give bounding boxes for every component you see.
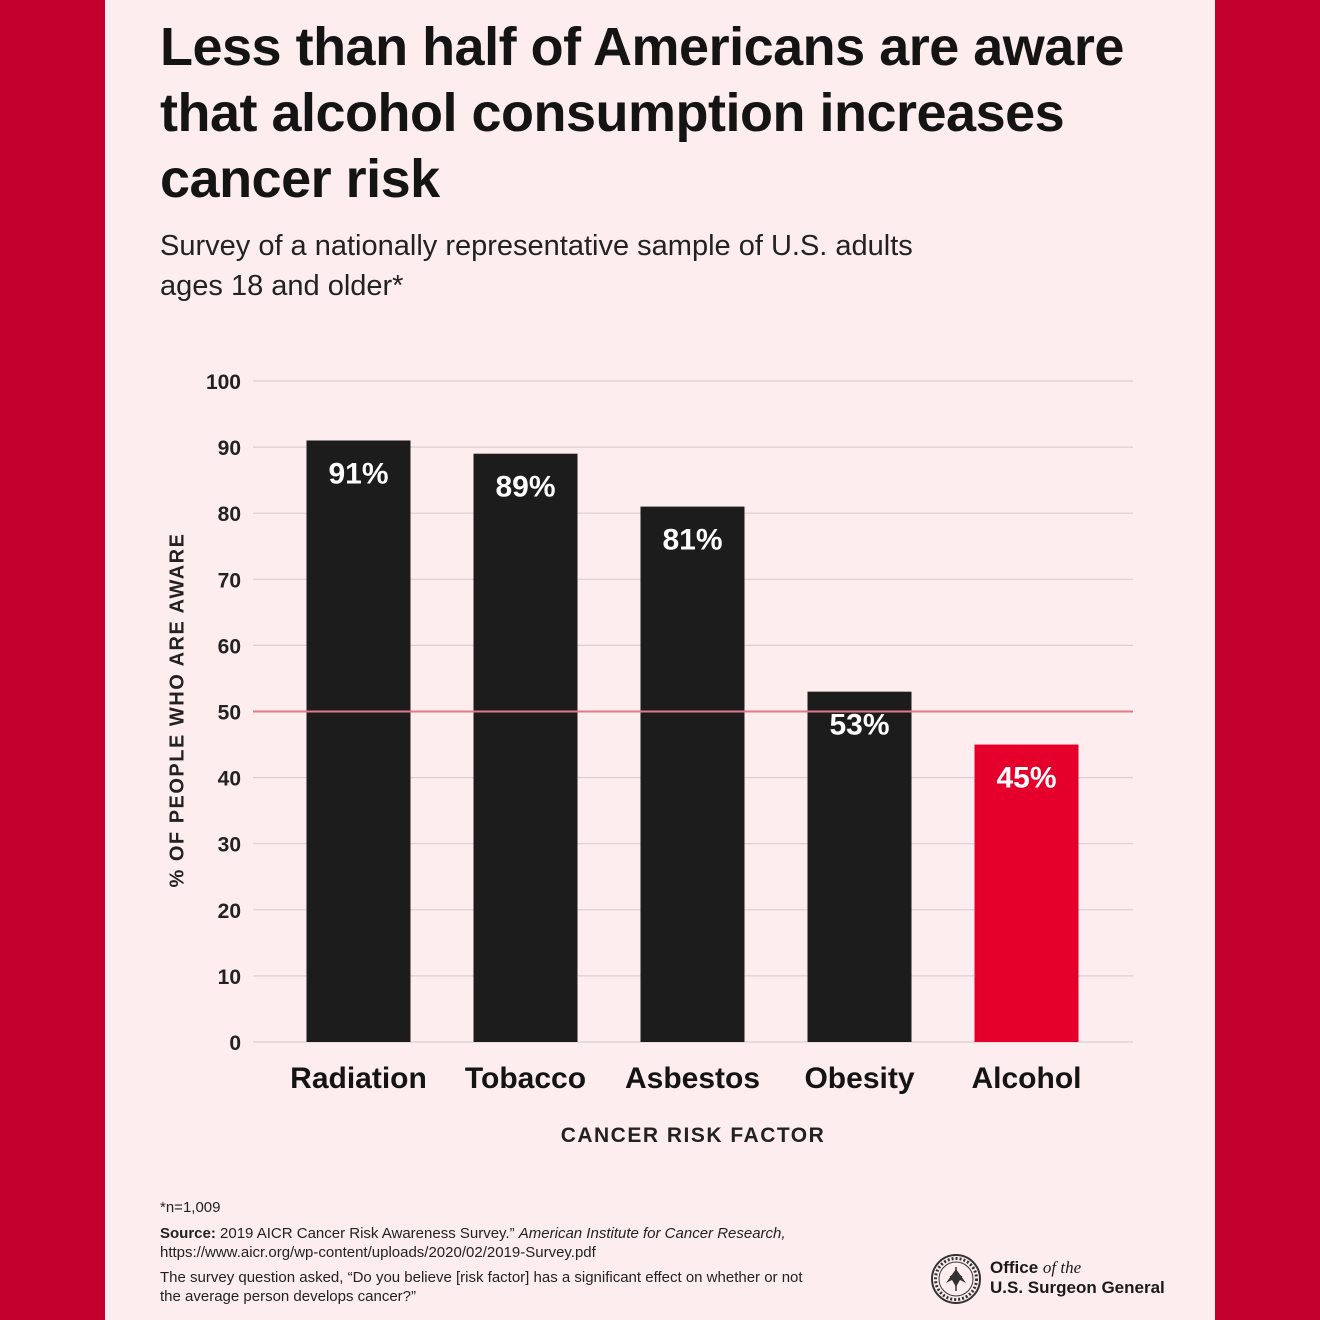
bar-value-label: 81% [662,524,722,557]
bar-obesity [807,691,912,1042]
category-label: Obesity [804,1062,914,1095]
category-label: Tobacco [465,1062,586,1095]
surgeon-general-seal-icon [931,1254,981,1304]
survey-question: The survey question asked, “Do you belie… [160,1269,803,1305]
y-tick-label: 50 [218,702,241,725]
y-tick-label: 10 [218,966,241,989]
source-text: 2019 AICR Cancer Risk Awareness Survey.” [215,1225,519,1242]
y-axis-label: % OF PEOPLE WHO ARE AWARE [166,532,189,888]
y-tick-label: 70 [218,569,241,592]
y-tick-label: 30 [218,834,241,857]
office-wordmark: Office of the U.S. Surgeon General [990,1258,1165,1298]
bar-tobacco [473,453,578,1043]
y-tick-label: 20 [218,900,241,923]
category-label: Alcohol [972,1062,1082,1095]
bar-radiation [306,440,411,1042]
bar-alcohol [974,744,1079,1042]
y-tick-label: 60 [218,635,241,658]
source-citation: Source: 2019 AICR Cancer Risk Awareness … [160,1224,820,1262]
page-title: Less than half of Americans are aware th… [160,17,1124,209]
bar-value-label: 45% [996,762,1056,795]
office-name: U.S. Surgeon General [990,1278,1165,1297]
bar-value-label: 89% [495,471,555,504]
source-publisher: American Institute for Cancer Research, [518,1225,786,1242]
page-subtitle: Survey of a nationally representative sa… [160,230,913,302]
y-tick-label: 40 [218,768,241,791]
office-word: Office [990,1258,1039,1277]
y-tick-label: 100 [206,371,241,394]
y-tick-label: 80 [218,503,241,526]
category-label: Radiation [290,1062,427,1095]
bar-value-label: 53% [829,709,889,742]
category-label: Asbestos [625,1062,760,1095]
bar-value-label: 91% [328,457,388,490]
x-axis-label: CANCER RISK FACTOR [560,1124,826,1147]
source-url: https://www.aicr.org/wp-content/uploads/… [160,1244,596,1261]
y-tick-label: 90 [218,437,241,460]
y-tick-label: 0 [229,1032,241,1055]
office-of-the: of the [1042,1258,1082,1277]
footnote: *n=1,009 [160,1199,221,1216]
bar-asbestos [640,506,745,1043]
source-label: Source: [160,1225,216,1242]
